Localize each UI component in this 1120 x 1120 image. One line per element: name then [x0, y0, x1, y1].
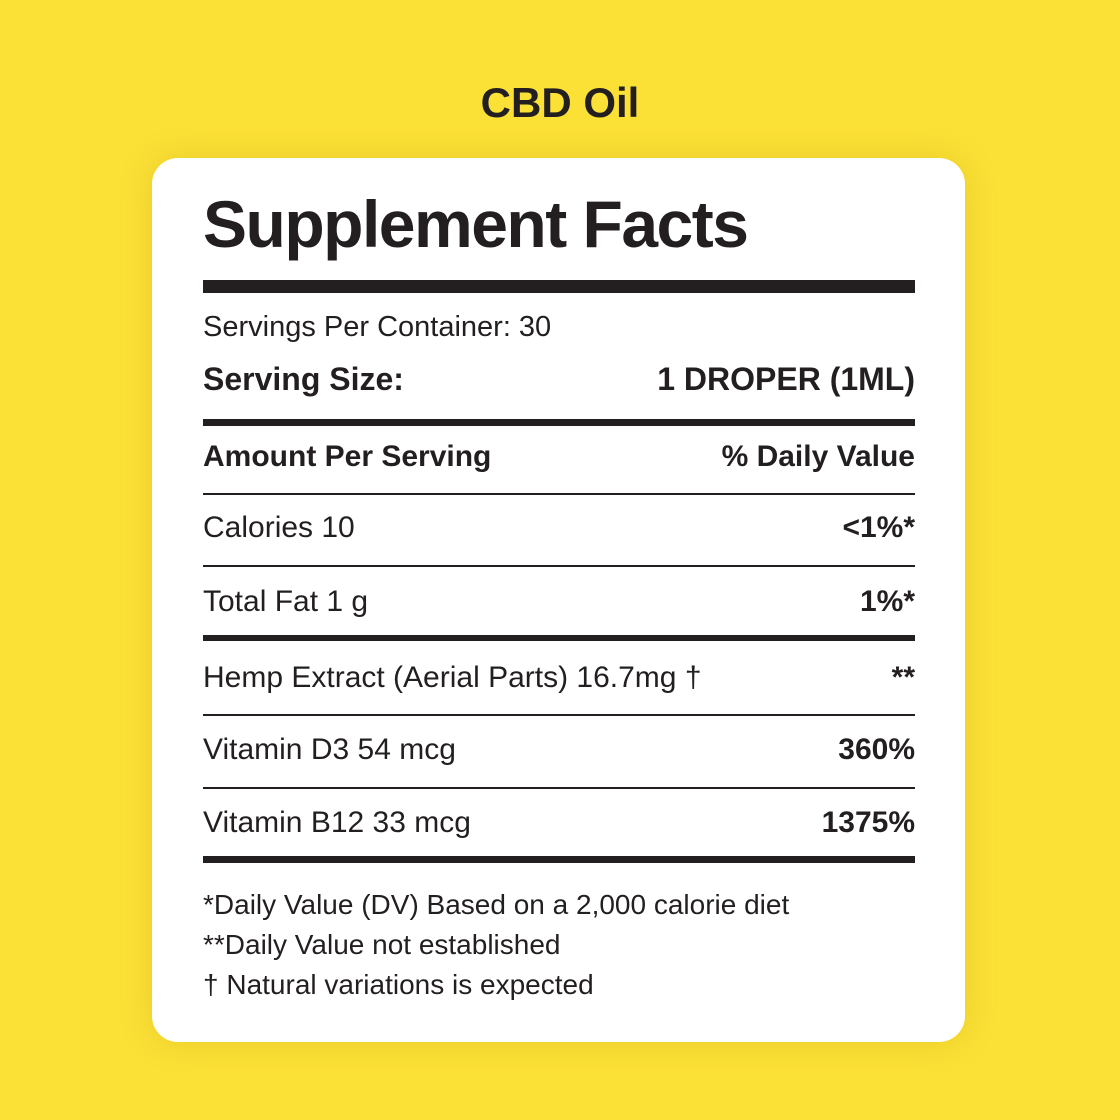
divider [203, 565, 915, 567]
footnote: **Daily Value not established [203, 929, 561, 960]
divider [203, 714, 915, 716]
divider [203, 493, 915, 495]
servings-row: Servings Per Container: 30 [203, 307, 915, 347]
servings-per-container: Servings Per Container: 30 [203, 311, 552, 343]
serving-size-label: Serving Size: [203, 361, 404, 397]
nutrient-name: Calories 10 [203, 511, 355, 544]
dv-header: % Daily Value [721, 440, 915, 473]
footnote: *Daily Value (DV) Based on a 2,000 calor… [203, 889, 790, 920]
header-row: Amount Per Serving % Daily Value [203, 437, 915, 477]
nutrient-name: Vitamin B12 33 mcg [203, 806, 471, 839]
nutrient-dv: ** [891, 661, 915, 694]
footnote: † Natural variations is expected [203, 969, 594, 1000]
nutrient-name: Total Fat 1 g [203, 585, 369, 618]
amount-header: Amount Per Serving [203, 440, 492, 473]
divider [203, 787, 915, 789]
nutrient-row: Vitamin B12 33 mcg 1375% [203, 803, 915, 843]
nutrient-name: Hemp Extract (Aerial Parts) 16.7mg † [203, 661, 702, 694]
nutrient-row: Vitamin D3 54 mcg 360% [203, 730, 915, 770]
nutrient-name: Vitamin D3 54 mcg [203, 733, 456, 766]
thick-divider [203, 280, 915, 293]
product-title: CBD Oil [480, 79, 640, 126]
nutrient-dv: <1%* [842, 511, 915, 544]
medium-divider [203, 635, 915, 641]
serving-size-row: Serving Size: 1 DROPER (1ML) [203, 359, 915, 399]
serving-size-value: 1 DROPER (1ML) [657, 361, 915, 397]
nutrient-dv: 1375% [821, 806, 915, 839]
medium-divider [203, 419, 915, 426]
nutrient-dv: 1%* [859, 585, 915, 618]
nutrient-row: Calories 10 <1%* [203, 508, 915, 548]
nutrient-dv: 360% [838, 733, 915, 766]
label-heading: Supplement Facts [203, 187, 749, 261]
medium-divider [203, 856, 915, 863]
supplement-facts-card: Supplement Facts Servings Per Container:… [152, 158, 965, 1042]
nutrient-row: Hemp Extract (Aerial Parts) 16.7mg † ** [203, 658, 915, 698]
nutrient-row: Total Fat 1 g 1%* [203, 582, 915, 622]
